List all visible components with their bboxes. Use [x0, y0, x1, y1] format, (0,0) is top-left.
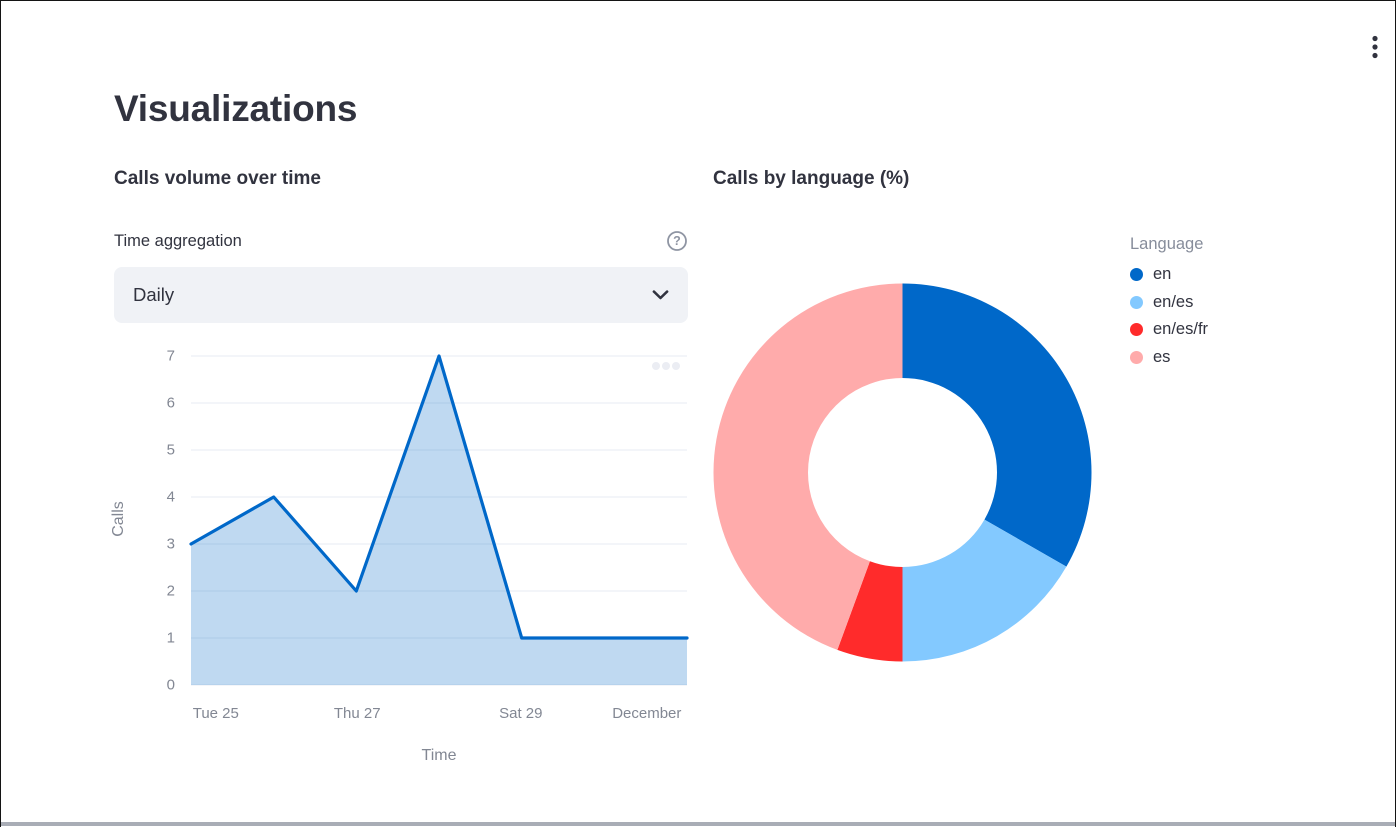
y-tick-label: 5 — [167, 442, 175, 459]
help-icon[interactable]: ? — [666, 230, 688, 252]
y-tick-label: 0 — [167, 677, 175, 694]
y-tick-label: 1 — [167, 630, 175, 647]
y-tick-label: 4 — [167, 489, 175, 506]
x-tick-label: Thu 27 — [334, 705, 381, 722]
legend-swatch-icon — [1130, 350, 1143, 364]
x-axis-title: Time — [422, 747, 457, 764]
legend-item-en-es-fr[interactable]: en/es/fr — [1130, 316, 1208, 344]
svg-text:?: ? — [673, 234, 681, 248]
section-title-calls-volume: Calls volume over time — [114, 168, 321, 189]
legend-item-es[interactable]: es — [1130, 344, 1208, 372]
x-tick-label: December — [612, 705, 681, 722]
time-aggregation-label-row: Time aggregation ? — [114, 229, 688, 253]
kebab-menu-icon — [1372, 35, 1378, 59]
y-tick-label: 7 — [167, 348, 175, 365]
donut-slice-es[interactable] — [713, 283, 903, 650]
calls-volume-line-chart: 0 1 2 3 4 5 6 7 Tue 25 Thu 27 Sat 29 December Calls T… — [101, 341, 701, 791]
line-series — [189, 354, 689, 640]
section-title-calls-language: Calls by language (%) — [713, 168, 910, 189]
legend-label: en/es — [1153, 292, 1194, 311]
y-axis-title: Calls — [110, 501, 127, 537]
x-tick-label: Sat 29 — [499, 705, 542, 722]
y-tick-label: 2 — [167, 583, 175, 600]
legend-label: en — [1153, 265, 1172, 284]
legend-title: Language — [1130, 235, 1204, 253]
legend-item-en[interactable]: en — [1130, 261, 1208, 289]
donut-slice-en[interactable] — [902, 283, 1092, 567]
y-tick-label: 3 — [167, 536, 175, 553]
legend-swatch-icon — [1130, 323, 1143, 337]
app-menu-button[interactable] — [1365, 31, 1385, 63]
legend-swatch-icon — [1130, 268, 1143, 282]
donut-slice-en-es-fr[interactable] — [837, 561, 903, 662]
legend-items: en en/es en/es/fr es — [1130, 261, 1208, 371]
chart-legend: Language en en/es en/es/fr es — [1130, 232, 1208, 371]
time-aggregation-label: Time aggregation — [114, 231, 242, 250]
calls-by-language-donut-chart — [712, 282, 1093, 663]
time-aggregation-selected-value: Daily — [133, 284, 175, 305]
legend-label: en/es/fr — [1153, 320, 1209, 339]
x-tick-label: Tue 25 — [193, 705, 239, 722]
legend-label: es — [1153, 347, 1171, 366]
legend-item-en-es[interactable]: en/es — [1130, 289, 1208, 317]
area-fill — [191, 356, 687, 685]
chevron-down-icon — [652, 290, 669, 300]
donut-slice-en-es[interactable] — [902, 519, 1067, 662]
chart-actions-menu-icon[interactable] — [649, 358, 685, 374]
legend-swatch-icon — [1130, 295, 1143, 309]
time-aggregation-select[interactable]: Daily — [114, 267, 688, 323]
y-tick-label: 6 — [167, 395, 175, 412]
page-title: Visualizations — [114, 88, 358, 129]
horizontal-scrollbar[interactable] — [1, 822, 1395, 826]
